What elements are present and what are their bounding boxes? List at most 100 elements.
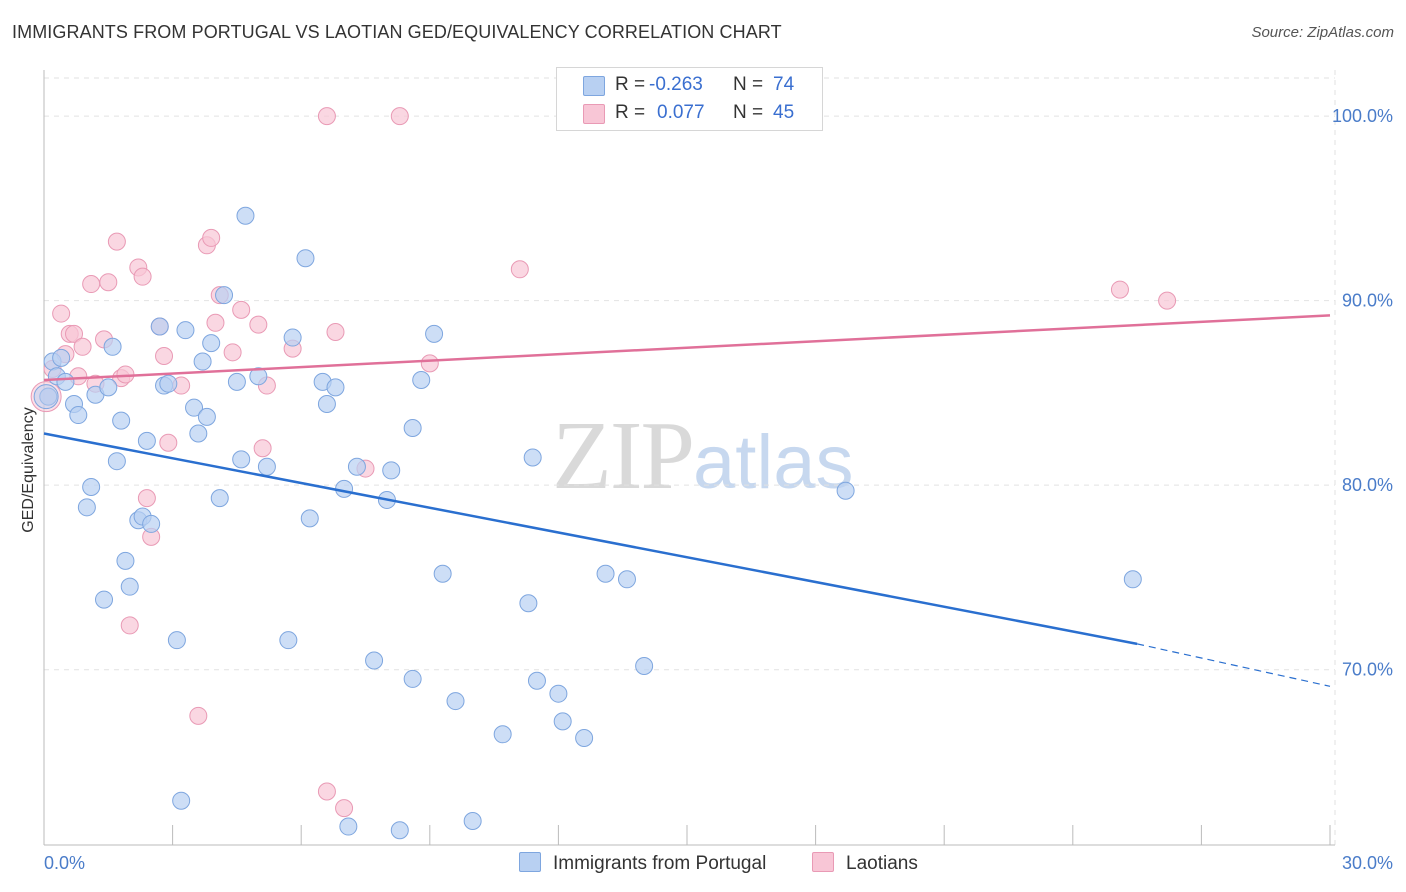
laotians-point xyxy=(317,107,336,126)
portugal-point xyxy=(493,725,512,744)
portugal-point xyxy=(142,514,161,533)
legend-laotians: Laotians xyxy=(812,852,918,875)
laotians-point xyxy=(82,275,101,294)
portugal-point xyxy=(635,657,654,676)
portugal-point xyxy=(249,367,268,386)
portugal-point xyxy=(167,631,186,650)
portugal-point xyxy=(296,249,315,268)
portugal-point xyxy=(107,452,126,471)
portugal-point xyxy=(463,812,482,831)
laotians-point xyxy=(223,343,242,362)
portugal-point xyxy=(575,728,594,747)
laotians-point xyxy=(249,315,268,334)
y-tick-label: 70.0% xyxy=(1342,660,1393,680)
n-label: N = xyxy=(733,74,764,95)
laotians-swatch xyxy=(583,104,605,124)
portugal-point xyxy=(412,371,431,389)
portugal-point xyxy=(446,692,465,711)
portugal-point xyxy=(77,498,96,517)
r-value: -0.263 xyxy=(649,74,703,95)
portugal-point xyxy=(382,461,401,480)
portugal-point xyxy=(232,450,251,469)
laotians-point xyxy=(137,489,156,508)
portugal-point xyxy=(210,489,229,508)
laotians-point xyxy=(326,323,345,342)
portugal-point xyxy=(95,590,114,609)
portugal-point xyxy=(99,378,118,397)
y-tick-label: 80.0% xyxy=(1342,475,1393,495)
laotians-point xyxy=(1158,291,1177,310)
tick-labels: 100.0% 90.0% 80.0% 70.0% 0.0% 30.0% xyxy=(44,106,1393,873)
r-label: R = xyxy=(615,74,646,95)
laotians-point xyxy=(232,300,251,319)
portugal-point xyxy=(326,378,345,397)
portugal-point xyxy=(365,651,384,670)
portugal-point xyxy=(519,594,538,613)
laotians-point xyxy=(189,706,208,725)
axes xyxy=(43,70,1335,846)
laotians-point xyxy=(73,337,92,356)
portugal-point xyxy=(69,406,88,425)
portugal-point xyxy=(283,328,302,347)
portugal-point xyxy=(403,669,422,688)
laotians-point xyxy=(420,354,439,373)
portugal-point xyxy=(56,372,75,391)
laotians-point xyxy=(206,313,225,332)
portugal-swatch xyxy=(583,76,605,96)
laotians-point xyxy=(120,616,139,635)
n-value: 45 xyxy=(773,102,795,123)
laotians-point xyxy=(390,107,409,126)
portugal-point xyxy=(523,448,542,467)
portugal-point xyxy=(137,431,156,450)
portugal-point xyxy=(112,411,131,430)
portugal-point xyxy=(549,684,568,703)
portugal-point xyxy=(159,374,178,393)
portugal-point xyxy=(176,321,195,340)
portugal-point xyxy=(300,509,319,528)
portugal-point xyxy=(52,348,71,367)
trend-lines xyxy=(43,314,1331,687)
portugal-point xyxy=(433,564,452,583)
laotians-point xyxy=(155,347,174,366)
portugal-point xyxy=(390,821,409,840)
portugal-point xyxy=(150,317,169,336)
portugal-point xyxy=(227,372,246,391)
portugal-point xyxy=(836,481,855,500)
watermark-zip: ZIP xyxy=(552,402,695,510)
portugal-point xyxy=(33,384,59,410)
n-value: 74 xyxy=(773,74,795,95)
portugal-point xyxy=(172,791,191,810)
laotians-point xyxy=(65,324,84,343)
portugal-point xyxy=(193,352,212,371)
n-label: N = xyxy=(733,102,764,123)
laotians-point xyxy=(99,273,118,292)
laotians-point xyxy=(1110,280,1129,299)
legend-laotians-label: Laotians xyxy=(846,853,918,874)
portugal-point xyxy=(120,577,139,596)
x-tick-label: 0.0% xyxy=(44,853,85,873)
portugal-point xyxy=(82,478,101,497)
laotians-point xyxy=(107,232,126,251)
portugal-point xyxy=(189,424,208,443)
portugal-point xyxy=(202,334,221,353)
legend-portugal-label: Immigrants from Portugal xyxy=(553,853,767,874)
portugal-point xyxy=(617,570,636,589)
r-value: 0.077 xyxy=(657,102,705,123)
portugal-point xyxy=(317,394,336,413)
portugal-point xyxy=(257,457,276,476)
portugal-trend-line xyxy=(43,432,1138,646)
portugal-point xyxy=(596,564,615,583)
laotians-point xyxy=(52,304,71,323)
laotians-point xyxy=(510,260,529,279)
laotians-point xyxy=(253,439,272,458)
y-tick-label: 90.0% xyxy=(1342,291,1393,311)
portugal-point xyxy=(347,457,366,476)
laotians-points xyxy=(30,107,1177,818)
x-tick-label: 30.0% xyxy=(1342,853,1393,873)
legend-portugal: Immigrants from Portugal xyxy=(519,852,766,875)
chart-title: IMMIGRANTS FROM PORTUGAL VS LAOTIAN GED/… xyxy=(12,22,782,42)
laotians-point xyxy=(159,433,178,452)
portugal-point xyxy=(197,407,216,426)
portugal-points xyxy=(33,107,1142,840)
